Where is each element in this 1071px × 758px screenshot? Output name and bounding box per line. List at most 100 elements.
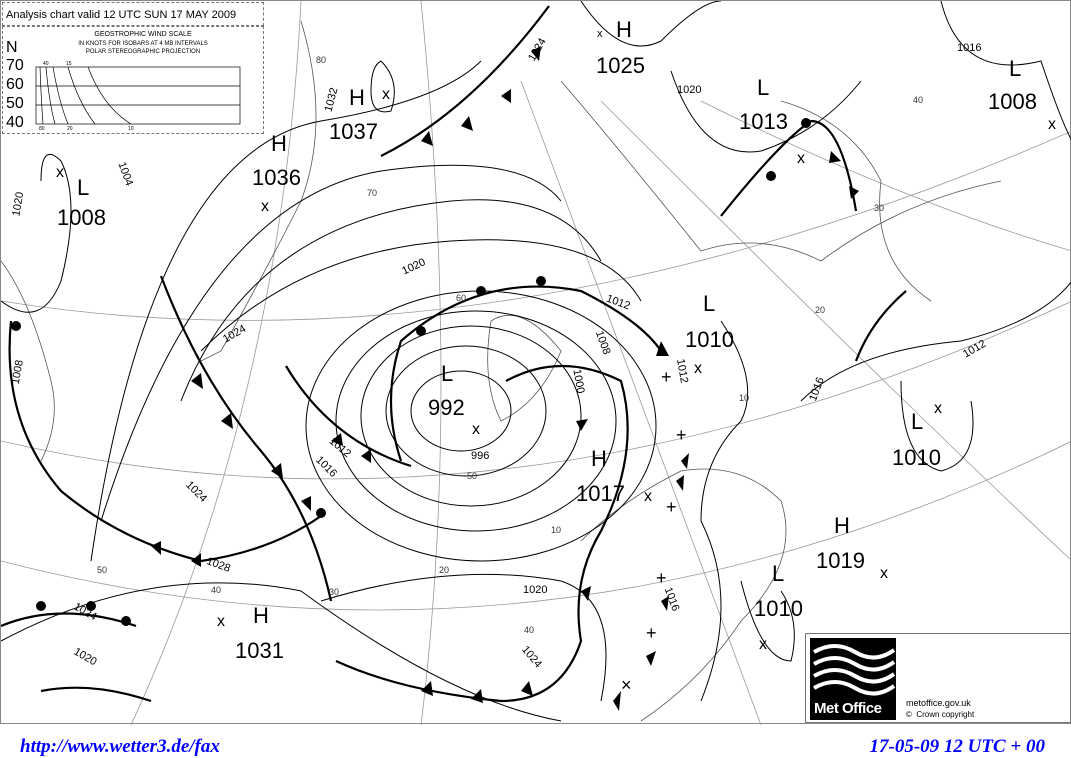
svg-text:1020: 1020	[10, 191, 26, 217]
low-1010-south: L 1010 x	[754, 561, 803, 653]
source-url-link[interactable]: http://www.wetter3.de/fax	[20, 736, 220, 757]
graticule	[0, 0, 1071, 726]
svg-text:x: x	[644, 488, 652, 505]
svg-text:40: 40	[211, 585, 221, 595]
met-office-logo: Met Office	[810, 638, 896, 720]
svg-text:10: 10	[128, 126, 134, 132]
occluded-front	[389, 285, 662, 462]
svg-text:+: +	[661, 367, 672, 387]
svg-text:1024: 1024	[221, 323, 248, 346]
svg-text:L: L	[77, 175, 89, 200]
svg-text:L: L	[1009, 56, 1021, 81]
svg-text:x: x	[382, 86, 390, 103]
svg-text:L: L	[757, 75, 769, 100]
occluded-front	[720, 119, 858, 217]
svg-text:H: H	[271, 131, 287, 156]
svg-text:x: x	[472, 421, 480, 438]
svg-text:H: H	[591, 446, 607, 471]
svg-text:1008: 1008	[57, 205, 106, 230]
svg-text:×: ×	[621, 675, 632, 695]
svg-text:+: +	[676, 425, 687, 445]
svg-text:1010: 1010	[685, 327, 734, 352]
svg-text:+: +	[666, 497, 677, 517]
fronts	[0, 5, 907, 703]
svg-text:1012: 1012	[327, 435, 353, 460]
cold-front	[335, 364, 629, 703]
svg-text:15: 15	[66, 61, 72, 67]
svg-text:50: 50	[467, 471, 477, 481]
svg-text:1020: 1020	[523, 584, 547, 596]
svg-text:x: x	[597, 28, 603, 40]
svg-text:20: 20	[439, 565, 449, 575]
high-1036: H 1036 x	[252, 131, 301, 215]
cold-front	[8, 320, 322, 563]
svg-text:1016: 1016	[807, 376, 827, 403]
svg-text:H: H	[253, 603, 269, 628]
svg-text:x: x	[759, 636, 767, 653]
svg-text:1024: 1024	[519, 644, 544, 670]
valid-time: 17-05-09 12 UTC + 00	[869, 736, 1045, 757]
cold-front	[159, 275, 333, 602]
svg-text:1010: 1010	[754, 596, 803, 621]
svg-text:x: x	[797, 150, 805, 167]
geostrophic-wind-scale: GEOSTROPHIC WIND SCALE IN KNOTS FOR ISOB…	[2, 26, 264, 134]
wind-scale-graph: 40 15 80 20 10	[35, 61, 241, 132]
svg-text:1012: 1012	[674, 358, 690, 384]
svg-text:1019: 1019	[816, 548, 865, 573]
svg-text:H: H	[616, 17, 632, 42]
svg-text:1036: 1036	[252, 165, 301, 190]
svg-text:L: L	[772, 561, 784, 586]
isobars	[0, 0, 1071, 722]
svg-text:x: x	[217, 613, 225, 630]
svg-text:x: x	[880, 565, 888, 582]
chart-title: Analysis chart valid 12 UTC SUN 17 MAY 2…	[2, 2, 264, 26]
svg-text:x: x	[1048, 116, 1056, 133]
svg-text:20: 20	[67, 126, 73, 132]
copyright: © Crown copyright	[906, 710, 975, 719]
svg-text:70: 70	[367, 188, 377, 198]
svg-text:x: x	[694, 360, 702, 377]
front	[40, 686, 152, 703]
warm-front	[0, 612, 137, 628]
low-1010-scand: L 1010 x	[685, 291, 734, 377]
svg-text:40: 40	[524, 625, 534, 635]
svg-text:1010: 1010	[892, 445, 941, 470]
trough	[854, 290, 907, 362]
svg-text:1028: 1028	[205, 555, 232, 575]
svg-text:1012: 1012	[961, 338, 988, 361]
high-1025: H 1025 x	[596, 17, 645, 78]
high-1019: H 1019 x	[816, 513, 888, 582]
svg-text:1008: 1008	[593, 329, 613, 356]
svg-text:1031: 1031	[235, 638, 284, 663]
svg-text:1032: 1032	[323, 86, 341, 113]
svg-text:10: 10	[739, 393, 749, 403]
low-1008-w: L 1008 x	[56, 164, 106, 230]
svg-text:1020: 1020	[72, 646, 99, 669]
cold-front	[285, 365, 412, 468]
svg-text:+: +	[656, 568, 667, 588]
svg-text:L: L	[441, 361, 453, 386]
front-symbols	[11, 46, 859, 711]
svg-text:1020: 1020	[400, 256, 427, 277]
svg-text:10: 10	[551, 525, 561, 535]
svg-text:80: 80	[39, 126, 45, 132]
latitude-labels: 80 70 60 50 40 30 20 10 40 50 40 30 20 1…	[97, 55, 923, 635]
trough-crosses: + + + + + ×	[621, 367, 687, 695]
high-1031: H 1031 x	[217, 603, 284, 663]
svg-text:1016: 1016	[313, 454, 339, 480]
met-office-logo-panel: Met Office metoffice.gov.uk © Crown copy…	[805, 633, 1071, 723]
svg-text:1024: 1024	[183, 479, 209, 505]
svg-text:1025: 1025	[596, 53, 645, 78]
svg-text:H: H	[349, 85, 365, 110]
svg-text:1037: 1037	[329, 119, 378, 144]
low-1013: L 1013 x	[739, 75, 805, 167]
low-1008-ne: L 1008 x	[988, 56, 1056, 133]
high-1017: H 1017 x	[576, 446, 652, 506]
svg-text:L: L	[911, 409, 923, 434]
svg-text:x: x	[934, 400, 942, 417]
svg-text:996: 996	[471, 450, 489, 462]
svg-text:1008: 1008	[988, 89, 1037, 114]
low-992: L 992 x	[428, 361, 480, 438]
